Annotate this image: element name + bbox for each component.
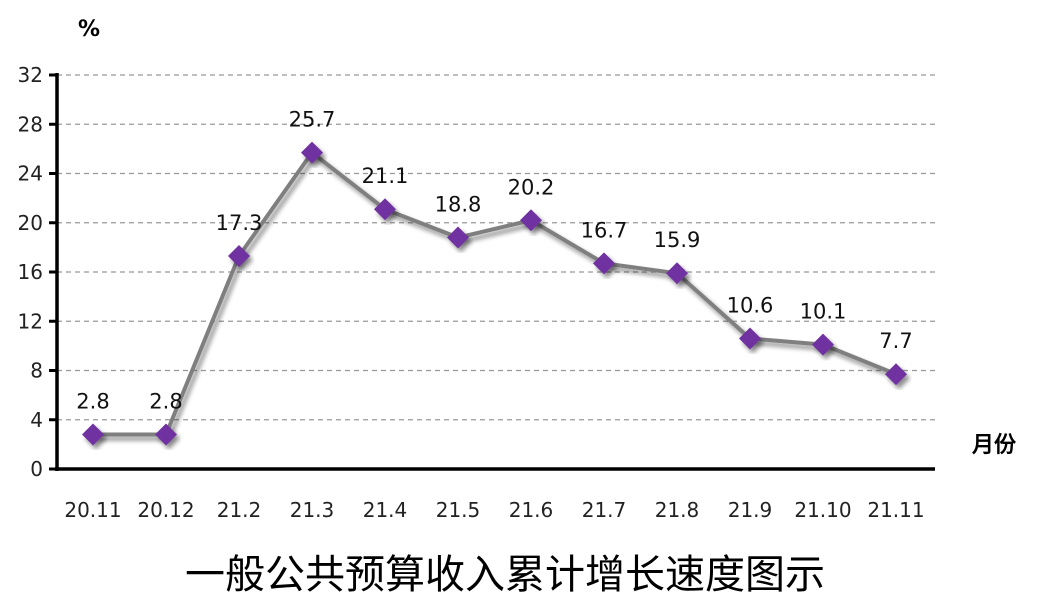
- series-line: [93, 149, 897, 437]
- x-axis-unit-label: 月份: [971, 433, 1017, 458]
- y-tick-label: 0: [30, 457, 43, 481]
- x-tick-label: 21.3: [290, 498, 335, 522]
- x-tick-label: 21.7: [582, 498, 627, 522]
- data-point-marker: [885, 363, 907, 386]
- x-tick-label: 20.11: [64, 498, 121, 522]
- data-label: 2.8: [76, 390, 109, 414]
- data-point-marker: [593, 252, 615, 275]
- data-label: 18.8: [435, 193, 482, 217]
- x-tick-label: 21.6: [509, 498, 554, 522]
- y-tick-label: 8: [30, 359, 43, 383]
- data-label: 16.7: [581, 218, 628, 242]
- y-tick-label: 28: [18, 112, 43, 136]
- y-tick-label: 32: [18, 63, 43, 87]
- data-label: 10.1: [800, 300, 847, 324]
- y-tick-label: 20: [18, 211, 43, 235]
- y-tick-label: 4: [30, 408, 43, 432]
- x-tick-label: 21.9: [728, 498, 773, 522]
- x-tick-label: 21.8: [655, 498, 700, 522]
- data-point-marker: [155, 423, 177, 446]
- x-tick-label: 21.4: [363, 498, 408, 522]
- y-tick-label: 16: [18, 260, 43, 284]
- y-tick-label: 12: [18, 309, 43, 333]
- x-tick-label: 21.10: [794, 498, 851, 522]
- data-label: 15.9: [654, 228, 701, 252]
- data-point-marker: [82, 423, 104, 446]
- data-label: 17.3: [216, 211, 263, 235]
- y-axis-unit-label: %: [78, 17, 100, 42]
- data-label: 21.1: [362, 164, 409, 188]
- data-point-marker: [666, 262, 688, 285]
- data-point-marker: [812, 333, 834, 356]
- data-point-marker: [739, 327, 761, 350]
- data-label: 10.6: [727, 293, 774, 317]
- x-tick-label: 21.11: [867, 498, 924, 522]
- data-point-marker: [520, 209, 542, 232]
- y-tick-label: 24: [18, 162, 43, 186]
- data-label: 2.8: [149, 390, 182, 414]
- data-point-marker: [447, 226, 469, 249]
- chart-title: 一般公共预算收入累计增长速度图示: [185, 552, 825, 598]
- data-label: 25.7: [289, 108, 336, 132]
- data-point-marker: [374, 198, 396, 221]
- data-label: 7.7: [879, 329, 912, 353]
- data-point-marker: [228, 244, 250, 267]
- x-tick-label: 21.5: [436, 498, 481, 522]
- x-tick-label: 20.12: [137, 498, 194, 522]
- data-label: 20.2: [508, 175, 555, 199]
- x-tick-label: 21.2: [217, 498, 262, 522]
- data-point-marker: [301, 141, 323, 164]
